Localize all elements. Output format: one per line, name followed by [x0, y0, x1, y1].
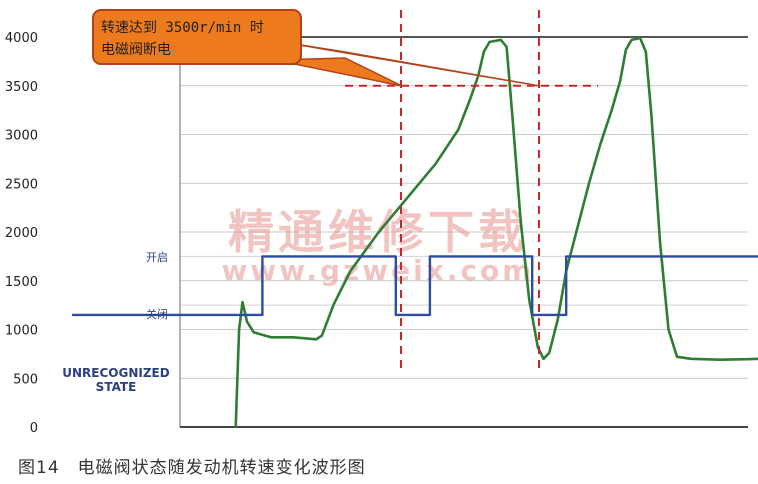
callout-text-1: 转速达到 3500r/min 时 — [101, 20, 264, 36]
marker-lines — [345, 10, 598, 368]
y-tick-labels: 0 500 1000 1500 2000 2500 3000 3500 4000 — [5, 31, 38, 436]
unrecognized-state-label-1: UNRECOGNIZED — [62, 366, 169, 380]
watermark: 精通维修下载 www.gzweix.com — [222, 205, 535, 287]
y-tick-label-2500: 2500 — [5, 177, 38, 192]
watermark-line1: 精通维修下载 — [228, 205, 528, 259]
series-solenoid_state — [72, 255, 758, 317]
state-label-on: 开启 — [146, 251, 168, 264]
callout-pointer-2 — [281, 41, 541, 87]
unrecognized-state-label-2: STATE — [96, 380, 137, 394]
watermark-line2: www.gzweix.com — [222, 254, 535, 287]
y-tick-label-1500: 1500 — [5, 275, 38, 290]
callout-text-2: 电磁阀断电 — [101, 42, 171, 58]
y-tick-label-500: 500 — [13, 372, 38, 387]
callout: 转速达到 3500r/min 时 电磁阀断电 — [92, 9, 541, 87]
y-tick-label-2000: 2000 — [5, 226, 38, 241]
y-tick-label-4000: 4000 — [5, 31, 38, 46]
y-tick-label-1000: 1000 — [5, 324, 38, 339]
callout-pointer-1 — [274, 57, 403, 87]
state-label-off: 关闭 — [146, 307, 168, 321]
y-tick-label-3000: 3000 — [5, 129, 38, 144]
y-tick-label-0: 0 — [30, 421, 38, 436]
figure-caption: 图14 电磁阀状态随发动机转速变化波形图 — [18, 458, 366, 478]
y-tick-label-3500: 3500 — [5, 80, 38, 95]
series-group — [72, 36, 758, 428]
state-labels: 开启 关闭 UNRECOGNIZED STATE — [62, 251, 169, 394]
series-rpm — [234, 36, 758, 428]
callout-box — [92, 9, 302, 65]
